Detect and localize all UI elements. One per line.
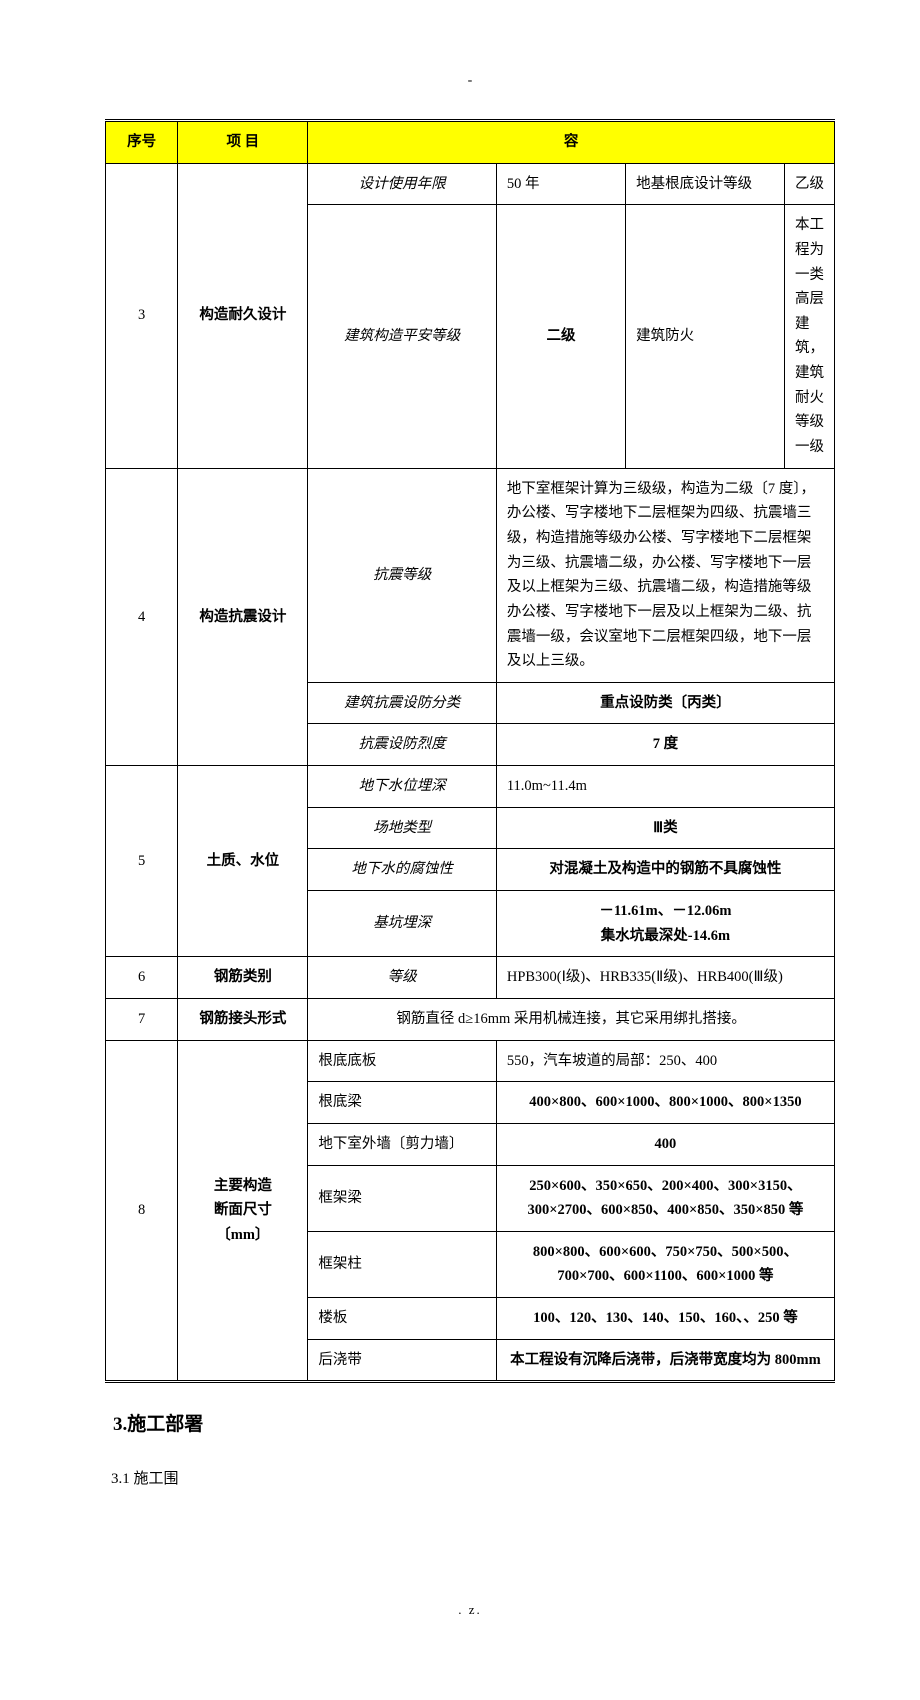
item: 构造抗震设计 bbox=[178, 468, 308, 765]
hdr-no: 序号 bbox=[106, 121, 178, 164]
no: 6 bbox=[106, 957, 178, 999]
val: 400×800、600×1000、800×1000、800×1350 bbox=[496, 1082, 834, 1124]
val: 本工程为一类高层建筑，建筑耐火等级一级 bbox=[785, 205, 835, 468]
val: 乙级 bbox=[785, 163, 835, 205]
label: 建筑构造平安等级 bbox=[308, 205, 497, 468]
item: 钢筋类别 bbox=[178, 957, 308, 999]
val: 800×800、600×600、750×750、500×500、700×700、… bbox=[496, 1231, 834, 1297]
hdr-content: 容 bbox=[308, 121, 835, 164]
item: 钢筋接头形式 bbox=[178, 998, 308, 1040]
spec-table: 序号 项 目 容 3 构造耐久设计 设计使用年限 50 年 地基根底设计等级 乙… bbox=[105, 119, 835, 1383]
label: 设计使用年限 bbox=[308, 163, 497, 205]
val: 400 bbox=[496, 1123, 834, 1165]
val: Ⅲ类 bbox=[496, 807, 834, 849]
val: 地下室框架计算为三级级，构造为二级〔7 度〕，办公楼、写字楼地下二层框架为四级、… bbox=[496, 468, 834, 682]
val: 50 年 bbox=[496, 163, 625, 205]
val: 建筑防火 bbox=[626, 205, 785, 468]
val: 11.0m~11.4m bbox=[496, 766, 834, 808]
item: 土质、水位 bbox=[178, 766, 308, 957]
label: 地下室外墙〔剪力墙〕 bbox=[308, 1123, 497, 1165]
no: 5 bbox=[106, 766, 178, 957]
val: 550，汽车坡道的局部：250、400 bbox=[496, 1040, 834, 1082]
val: 重点设防类〔丙类〕 bbox=[496, 682, 834, 724]
page-footer: . z. bbox=[105, 1600, 835, 1620]
label: 根底梁 bbox=[308, 1082, 497, 1124]
no: 7 bbox=[106, 998, 178, 1040]
val: 二级 bbox=[496, 205, 625, 468]
label: 等级 bbox=[308, 957, 497, 999]
hdr-item: 项 目 bbox=[178, 121, 308, 164]
val: 对混凝土及构造中的钢筋不具腐蚀性 bbox=[496, 849, 834, 891]
item: 构造耐久设计 bbox=[178, 163, 308, 468]
table-row: 3 构造耐久设计 设计使用年限 50 年 地基根底设计等级 乙级 bbox=[106, 163, 835, 205]
val: 250×600、350×650、200×400、300×3150、300×270… bbox=[496, 1165, 834, 1231]
table-row: 8 主要构造 断面尺寸 〔mm〕 根底底板 550，汽车坡道的局部：250、40… bbox=[106, 1040, 835, 1082]
val: －11.61m、－12.06m 集水坑最深处-14.6m bbox=[496, 891, 834, 957]
label: 框架梁 bbox=[308, 1165, 497, 1231]
val: 本工程设有沉降后浇带，后浇带宽度均为 800mm bbox=[496, 1339, 834, 1382]
val: 地基根底设计等级 bbox=[626, 163, 785, 205]
label: 地下水的腐蚀性 bbox=[308, 849, 497, 891]
label: 建筑抗震设防分类 bbox=[308, 682, 497, 724]
table-row: 4 构造抗震设计 抗震等级 地下室框架计算为三级级，构造为二级〔7 度〕，办公楼… bbox=[106, 468, 835, 682]
label: 抗震设防烈度 bbox=[308, 724, 497, 766]
val: 钢筋直径 d≥16mm 采用机械连接，其它采用绑扎搭接。 bbox=[308, 998, 835, 1040]
val: HPB300(Ⅰ级)、HRB335(Ⅱ级)、HRB400(Ⅲ级) bbox=[496, 957, 834, 999]
label: 根底底板 bbox=[308, 1040, 497, 1082]
label: 地下水位埋深 bbox=[308, 766, 497, 808]
item: 主要构造 断面尺寸 〔mm〕 bbox=[178, 1040, 308, 1382]
sub-section-title: 3.1 施工围 bbox=[111, 1468, 835, 1491]
table-row: 5 土质、水位 地下水位埋深 11.0m~11.4m bbox=[106, 766, 835, 808]
no: 3 bbox=[106, 163, 178, 468]
label: 场地类型 bbox=[308, 807, 497, 849]
table-header-row: 序号 项 目 容 bbox=[106, 121, 835, 164]
val: 7 度 bbox=[496, 724, 834, 766]
no: 8 bbox=[106, 1040, 178, 1382]
no: 4 bbox=[106, 468, 178, 765]
table-row: 7 钢筋接头形式 钢筋直径 d≥16mm 采用机械连接，其它采用绑扎搭接。 bbox=[106, 998, 835, 1040]
label: 后浇带 bbox=[308, 1339, 497, 1382]
section-title: 3.施工部署 bbox=[113, 1411, 835, 1440]
label: 楼板 bbox=[308, 1298, 497, 1340]
label: 框架柱 bbox=[308, 1231, 497, 1297]
label: 抗震等级 bbox=[308, 468, 497, 682]
val: 100、120、130、140、150、160、、250 等 bbox=[496, 1298, 834, 1340]
top-dash: - bbox=[105, 70, 835, 91]
label: 基坑埋深 bbox=[308, 891, 497, 957]
table-row: 6 钢筋类别 等级 HPB300(Ⅰ级)、HRB335(Ⅱ级)、HRB400(Ⅲ… bbox=[106, 957, 835, 999]
